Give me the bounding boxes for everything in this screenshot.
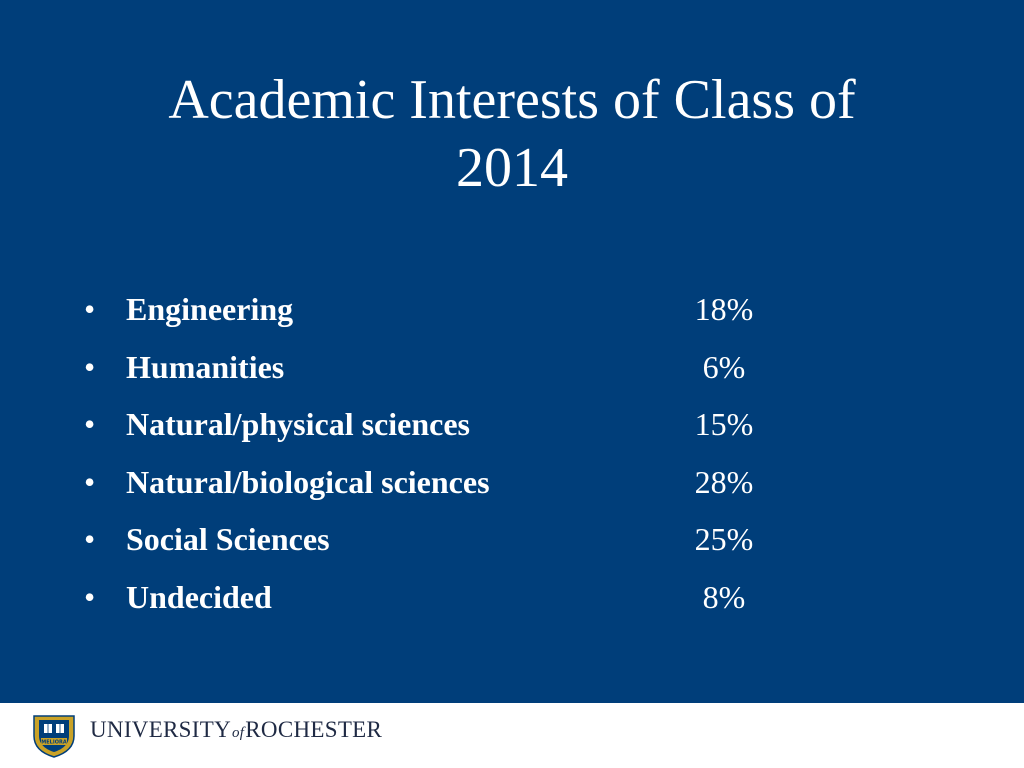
list-item: • Natural/biological sciences 28% xyxy=(84,460,804,518)
bullet-icon: • xyxy=(84,348,96,385)
bullet-icon: • xyxy=(84,521,96,557)
slide-title: Academic Interests of Class of 2014 xyxy=(60,66,964,202)
item-value: 25% xyxy=(694,521,754,557)
shield-motto: MELIORA xyxy=(41,740,67,746)
item-label: Natural/physical sciences xyxy=(126,406,470,442)
item-label: Natural/biological sciences xyxy=(126,463,490,500)
item-value: 6% xyxy=(702,348,746,385)
bullet-list: • Engineering 18% • Humanities 6% • Natu… xyxy=(84,287,804,632)
item-value: 15% xyxy=(694,406,754,442)
footer-bar: MELIORA UNIVERSITYofROCHESTER xyxy=(0,703,1024,768)
item-value: 8% xyxy=(702,578,746,615)
bullet-icon: • xyxy=(84,578,96,615)
item-label: Humanities xyxy=(126,348,285,385)
wordmark-part-2: ROCHESTER xyxy=(245,717,383,742)
title-line-1: Academic Interests of Class of xyxy=(168,69,856,131)
list-item: • Undecided 8% xyxy=(84,575,804,633)
bullet-icon: • xyxy=(84,291,96,327)
item-label: Engineering xyxy=(126,291,294,327)
item-label: Social Sciences xyxy=(126,521,330,557)
item-value: 18% xyxy=(694,291,754,327)
item-label: Undecided xyxy=(126,578,272,615)
list-item: • Humanities 6% xyxy=(84,345,804,403)
list-item: • Social Sciences 25% xyxy=(84,517,804,575)
wordmark-part-1: UNIVERSITY xyxy=(90,717,231,742)
bullet-icon: • xyxy=(84,463,96,500)
university-wordmark: UNIVERSITYofROCHESTER xyxy=(90,717,382,743)
university-shield-icon: MELIORA xyxy=(33,715,75,758)
title-line-2: 2014 xyxy=(456,137,568,199)
slide: Academic Interests of Class of 2014 • En… xyxy=(0,0,1024,703)
list-item: • Engineering 18% xyxy=(84,287,804,345)
bullet-icon: • xyxy=(84,406,96,442)
list-item: • Natural/physical sciences 15% xyxy=(84,402,804,460)
wordmark-of: of xyxy=(232,725,245,741)
item-value: 28% xyxy=(694,463,754,500)
